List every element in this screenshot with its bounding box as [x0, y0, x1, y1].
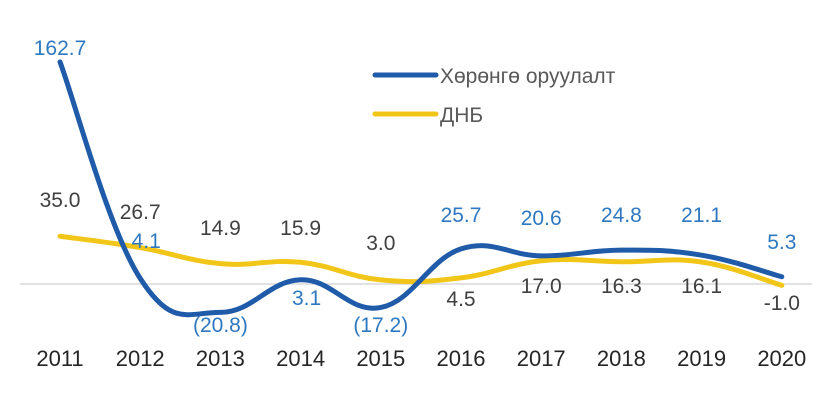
data-label-1-5: 4.5: [446, 288, 475, 311]
data-label-0-9: 5.3: [767, 231, 796, 254]
data-label-1-9: -1.0: [764, 292, 800, 315]
x-tick-2016: 2016: [437, 346, 486, 371]
data-label-1-4: 3.0: [366, 232, 395, 255]
x-tick-2019: 2019: [677, 346, 726, 371]
data-label-0-0: 162.7: [34, 37, 87, 60]
x-tick-2014: 2014: [276, 346, 325, 371]
data-label-0-8: 21.1: [681, 204, 722, 227]
x-tick-2017: 2017: [517, 346, 566, 371]
data-label-0-6: 20.6: [521, 207, 562, 230]
x-tick-2020: 2020: [757, 346, 806, 371]
legend-label-investment: Хөрөнгө оруулалт: [440, 65, 616, 88]
series-line-0: [57, 59, 785, 318]
legend-label-gdp: ДНБ: [440, 104, 483, 127]
legend: Хөрөнгө оруулалт ДНБ: [372, 65, 616, 127]
data-label-1-0: 35.0: [40, 189, 81, 212]
data-label-1-8: 16.1: [681, 275, 722, 298]
data-label-0-3: 3.1: [292, 287, 321, 310]
data-label-0-2: (20.8): [193, 314, 248, 337]
data-label-1-7: 16.3: [601, 275, 642, 298]
data-label-1-6: 17.0: [521, 275, 562, 298]
x-tick-2013: 2013: [196, 346, 245, 371]
x-tick-2018: 2018: [597, 346, 646, 371]
data-label-1-3: 15.9: [280, 217, 321, 240]
data-label-1-1: 26.7: [120, 201, 161, 224]
data-label-0-4: (17.2): [353, 314, 408, 337]
x-tick-2015: 2015: [356, 346, 405, 371]
data-label-0-1: 4.1: [132, 230, 161, 253]
data-label-0-7: 24.8: [601, 204, 642, 227]
x-tick-2011: 2011: [36, 346, 83, 371]
data-label-0-5: 25.7: [441, 204, 482, 227]
x-tick-2012: 2012: [116, 346, 165, 371]
data-label-1-2: 14.9: [200, 217, 241, 240]
